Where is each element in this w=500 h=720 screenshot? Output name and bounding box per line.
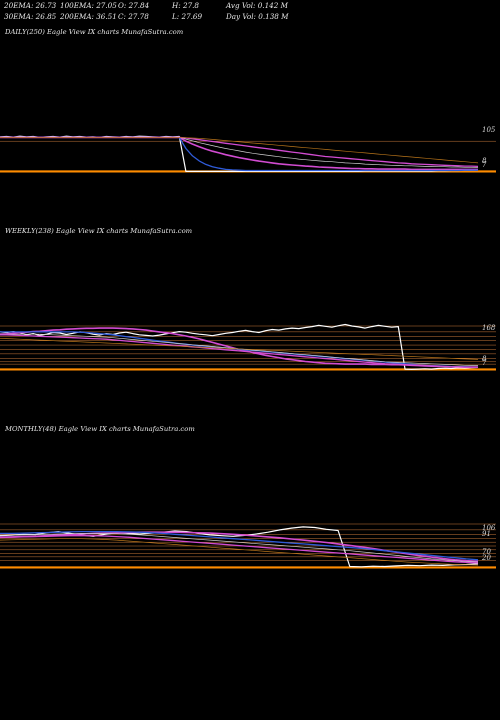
daily-y-label-1: 8 (482, 157, 487, 165)
stat-open: O: 27.84 (118, 1, 150, 10)
stat-close: C: 27.78 (118, 12, 149, 21)
stat-20ema: 20EMA: 26.73 (4, 1, 57, 10)
daily-panel-title: DAILY(250) Eagle View IX charts MunafaSu… (5, 28, 184, 36)
monthly-series-4-ema (0, 535, 479, 564)
daily-series-5-ema (0, 137, 479, 164)
weekly-panel-title: WEEKLY(238) Eagle View IX charts MunafaS… (5, 227, 193, 235)
monthly-y-label-3: 20 (481, 554, 491, 562)
weekly-series-5-ema (0, 337, 479, 360)
monthly-y-label-0: 106 (482, 524, 496, 532)
stat-low: L: 27.69 (172, 12, 203, 21)
monthly-panel-title: MONTHLY(48) Eagle View IX charts MunafaS… (5, 425, 195, 433)
weekly-y-label-2: 7 (482, 359, 487, 367)
monthly-y-label-2: 70 (482, 548, 491, 556)
stat-high: H: 27.8 (172, 1, 200, 10)
daily-y-label-2: 7 (482, 161, 487, 169)
monthly-y-label-1: 91 (482, 530, 491, 538)
stat-avg-vol: Avg Vol: 0.142 M (226, 1, 288, 10)
daily-y-label-0: 105 (482, 126, 496, 134)
stat-day-vol: Day Vol: 0.138 M (226, 12, 289, 21)
stat-30ema: 30EMA: 26.85 (4, 12, 57, 21)
monthly-series-3-ema (0, 533, 479, 563)
weekly-y-label-1: 8 (482, 355, 487, 363)
monthly-series-5-ema (0, 538, 479, 566)
stats-header: 20EMA: 26.73 100EMA: 27.05 O: 27.84 H: 2… (4, 1, 496, 25)
daily-series-1-ema (0, 136, 478, 171)
stat-100ema: 100EMA: 27.05 (60, 1, 117, 10)
weekly-series-4-ema (0, 334, 478, 368)
stat-200ema: 200EMA: 36.51 (60, 12, 117, 21)
monthly-series-2-ema (0, 530, 479, 561)
weekly-y-label-0: 168 (482, 324, 496, 332)
